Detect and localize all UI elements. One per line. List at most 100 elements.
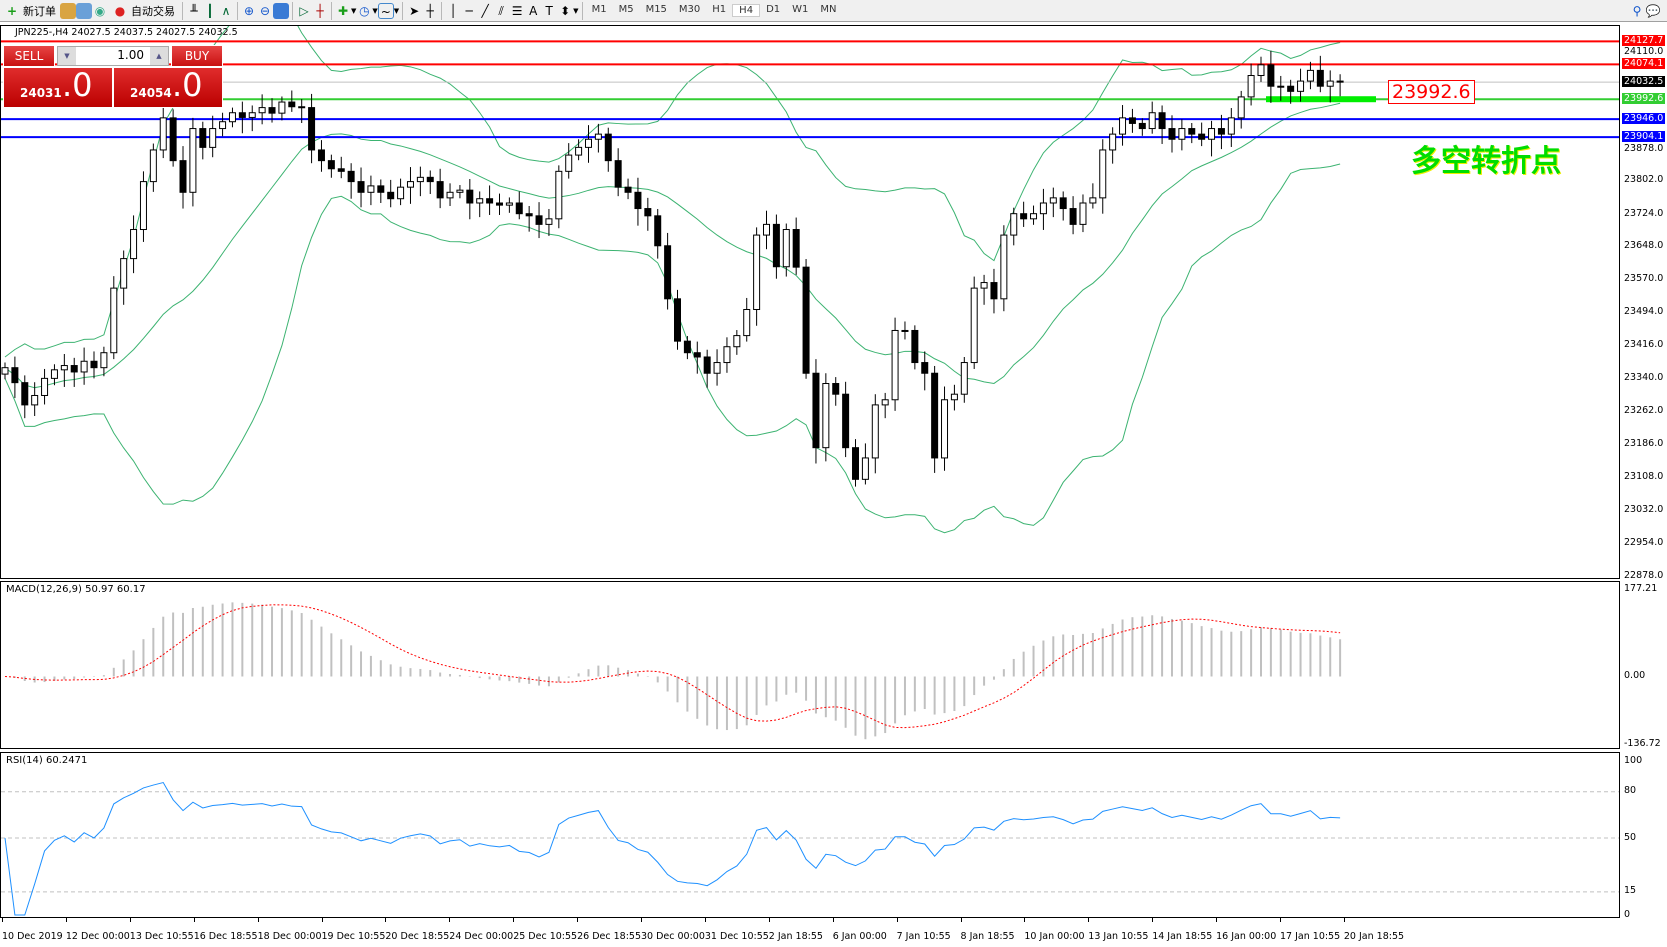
search-icon[interactable]: ⚲ bbox=[1632, 3, 1642, 18]
annotation-text: 多空转折点 bbox=[1411, 144, 1561, 179]
lot-size-field[interactable]: ▼ 1.00 ▲ bbox=[57, 46, 169, 66]
candle bbox=[31, 394, 39, 406]
horizontal-line-icon[interactable]: ─ bbox=[465, 3, 473, 18]
vertical-line-icon[interactable]: │ bbox=[449, 3, 457, 18]
new-order-button[interactable]: + 新订单 bbox=[0, 1, 60, 21]
auto-trading-button[interactable]: ● 自动交易 bbox=[108, 1, 179, 21]
autoscroll-icon[interactable]: ▷ bbox=[299, 3, 309, 18]
lot-increase-button[interactable]: ▲ bbox=[150, 47, 168, 65]
timeframe-m5[interactable]: M5 bbox=[618, 4, 634, 15]
candle bbox=[377, 185, 385, 193]
date-tick bbox=[65, 918, 67, 922]
candle bbox=[505, 202, 513, 206]
crosshair-icon[interactable]: ┼ bbox=[426, 3, 434, 18]
navigator-icon[interactable] bbox=[76, 2, 92, 19]
candle bbox=[50, 369, 58, 379]
text-icon[interactable]: A bbox=[529, 3, 538, 18]
buy-button[interactable]: BUY bbox=[171, 45, 223, 67]
date-tick bbox=[129, 918, 131, 922]
date-label: 10 Dec 2019 bbox=[2, 931, 63, 942]
indicators-icon[interactable]: ✚ bbox=[337, 3, 349, 18]
bar-chart-icon[interactable]: ╨ bbox=[190, 3, 198, 18]
macd-canvas bbox=[4, 602, 1342, 740]
dropdown-icon[interactable]: ▼ bbox=[372, 6, 378, 15]
rsi-panel[interactable]: RSI(14) 60.2471 bbox=[0, 752, 1620, 918]
candle bbox=[308, 107, 316, 151]
candle bbox=[1257, 64, 1265, 77]
candle bbox=[100, 352, 108, 369]
date-label: 31 Dec 10:55 bbox=[704, 931, 769, 942]
date-tick bbox=[577, 918, 579, 922]
candle bbox=[258, 107, 266, 114]
lot-decrease-button[interactable]: ▼ bbox=[58, 47, 76, 65]
text-label-icon[interactable]: T bbox=[545, 3, 553, 18]
zoom-out-icon[interactable]: ⊖ bbox=[259, 3, 271, 18]
timeframe-m15[interactable]: M15 bbox=[645, 4, 667, 15]
rsi-tick: 100 bbox=[1624, 754, 1643, 766]
candle bbox=[1178, 128, 1186, 140]
sell-price-button[interactable]: 24031 .0 bbox=[3, 66, 113, 108]
timeframe-w1[interactable]: W1 bbox=[792, 4, 809, 15]
dropdown-icon[interactable]: ▼ bbox=[573, 6, 579, 15]
candle bbox=[911, 329, 919, 364]
equidistant-channel-icon[interactable]: ⫽ bbox=[498, 3, 504, 18]
timeframe-m1[interactable]: M1 bbox=[591, 4, 607, 15]
timeframe-h1[interactable]: H1 bbox=[712, 4, 727, 15]
candle bbox=[614, 160, 622, 188]
line-chart-icon[interactable]: ∧ bbox=[221, 3, 231, 18]
macd-label: MACD(12,26,9) 50.97 60.17 bbox=[6, 584, 146, 595]
candle bbox=[792, 229, 800, 268]
candle bbox=[476, 198, 484, 204]
dropdown-icon[interactable]: ▼ bbox=[351, 6, 357, 15]
dropdown-icon[interactable]: ▼ bbox=[393, 6, 400, 15]
arrows-icon[interactable]: ⬍ bbox=[560, 3, 571, 18]
candle bbox=[1128, 117, 1136, 124]
price-chart[interactable]: JPN225-,H4 24027.5 24037.5 24027.5 24032… bbox=[0, 0, 1620, 579]
candle bbox=[693, 352, 701, 358]
candle bbox=[713, 362, 721, 374]
price-line-label: 23946.0 bbox=[1622, 112, 1666, 124]
tile-windows-icon[interactable] bbox=[273, 2, 289, 19]
zoom-in-icon[interactable]: ⊕ bbox=[243, 3, 255, 18]
chat-icon[interactable]: 💬 bbox=[1645, 3, 1661, 18]
price-line-label: 24032.5 bbox=[1622, 75, 1666, 87]
candlestick-icon[interactable]: ┃ bbox=[206, 3, 214, 18]
candle bbox=[1237, 96, 1245, 119]
candle bbox=[1099, 149, 1107, 199]
timeframe-mn[interactable]: MN bbox=[820, 4, 837, 15]
candle bbox=[179, 160, 187, 193]
market-watch-icon[interactable] bbox=[60, 2, 76, 19]
date-label: 13 Dec 10:55 bbox=[129, 931, 194, 942]
rsi-tick: 15 bbox=[1624, 885, 1637, 897]
chart-shift-icon[interactable]: ┼ bbox=[316, 3, 324, 18]
price-tick: 23724.0 bbox=[1624, 207, 1664, 219]
signals-icon[interactable]: ◉ bbox=[94, 3, 106, 18]
candle bbox=[436, 181, 444, 199]
date-tick bbox=[896, 918, 898, 922]
candle bbox=[80, 360, 88, 373]
trendline-icon[interactable]: ╱ bbox=[481, 3, 489, 18]
buy-price-button[interactable]: 24054 .0 bbox=[113, 66, 223, 108]
periods-icon[interactable]: ◷ bbox=[359, 3, 370, 18]
timeframe-h4[interactable]: H4 bbox=[732, 4, 761, 17]
timeframe-m30[interactable]: M30 bbox=[678, 4, 701, 15]
sell-button[interactable]: SELL bbox=[3, 45, 55, 67]
cursor-icon[interactable]: ➤ bbox=[409, 3, 420, 18]
candle bbox=[1188, 128, 1196, 135]
templates-icon[interactable]: ~ bbox=[377, 2, 394, 19]
date-label: 20 Dec 18:55 bbox=[385, 931, 450, 942]
bollinger-upper bbox=[4, 0, 1341, 358]
candle bbox=[1267, 64, 1275, 87]
date-label: 8 Jan 18:55 bbox=[960, 931, 1015, 942]
candle bbox=[960, 362, 968, 395]
candle bbox=[901, 329, 909, 332]
rsi-tick: 80 bbox=[1624, 785, 1637, 797]
fibonacci-icon[interactable]: ☰ bbox=[511, 3, 523, 18]
candle bbox=[446, 191, 454, 199]
macd-panel[interactable]: MACD(12,26,9) 50.97 60.17 bbox=[0, 581, 1620, 749]
price-line-label: 24074.1 bbox=[1622, 57, 1666, 69]
timeframe-d1[interactable]: D1 bbox=[766, 4, 781, 15]
candle bbox=[288, 101, 296, 108]
candle bbox=[1, 367, 9, 375]
date-tick bbox=[1024, 918, 1026, 922]
